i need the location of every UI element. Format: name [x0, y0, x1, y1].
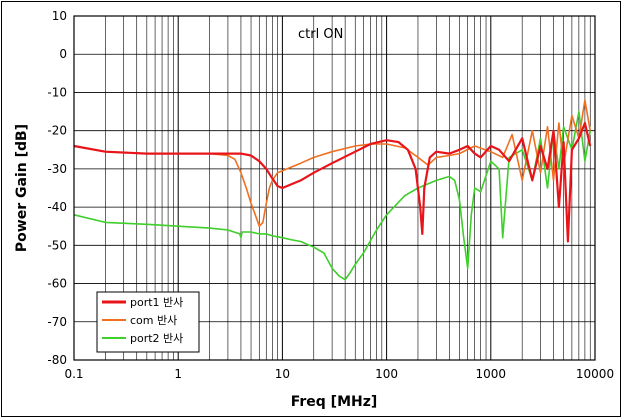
y-tick-label: -80 [47, 353, 67, 367]
y-tick-label: -40 [47, 200, 67, 214]
y-tick-label: -60 [47, 277, 67, 291]
x-tick-label: 1 [174, 367, 182, 381]
tick-labels: 0.1 1 10 100 1000 10000100-10-20-30-40-50-60-… [47, 9, 614, 381]
x-tick-label: 10 [275, 367, 290, 381]
x-tick-label: 1000 [476, 367, 507, 381]
series-line-1 [73, 121, 592, 243]
y-tick-label: 10 [52, 9, 67, 23]
legend-label: port1 반사 [130, 296, 183, 309]
series-layer [73, 99, 592, 281]
legend: port1 반사 com 반사 port2 반사 [96, 291, 200, 353]
y-tick-label: -30 [47, 162, 67, 176]
legend-label: port2 반사 [130, 332, 183, 345]
chart-annotation: ctrl ON [298, 27, 343, 42]
x-tick-label: 0.1 [64, 367, 83, 381]
x-tick-label: 10000 [576, 367, 614, 381]
legend-label: com 반사 [130, 314, 177, 327]
x-axis-title: Freq [MHz] [291, 394, 378, 410]
y-tick-label: 0 [59, 47, 67, 61]
y-axis-title: Power Gain [dB] [14, 124, 30, 252]
y-tick-label: -20 [47, 124, 67, 138]
y-tick-label: -10 [47, 85, 67, 99]
y-tick-label: -70 [47, 315, 67, 329]
plot-border [73, 15, 596, 361]
y-tick-label: -50 [47, 238, 67, 252]
x-tick-label: 100 [375, 367, 398, 381]
plot-grid [73, 15, 595, 361]
